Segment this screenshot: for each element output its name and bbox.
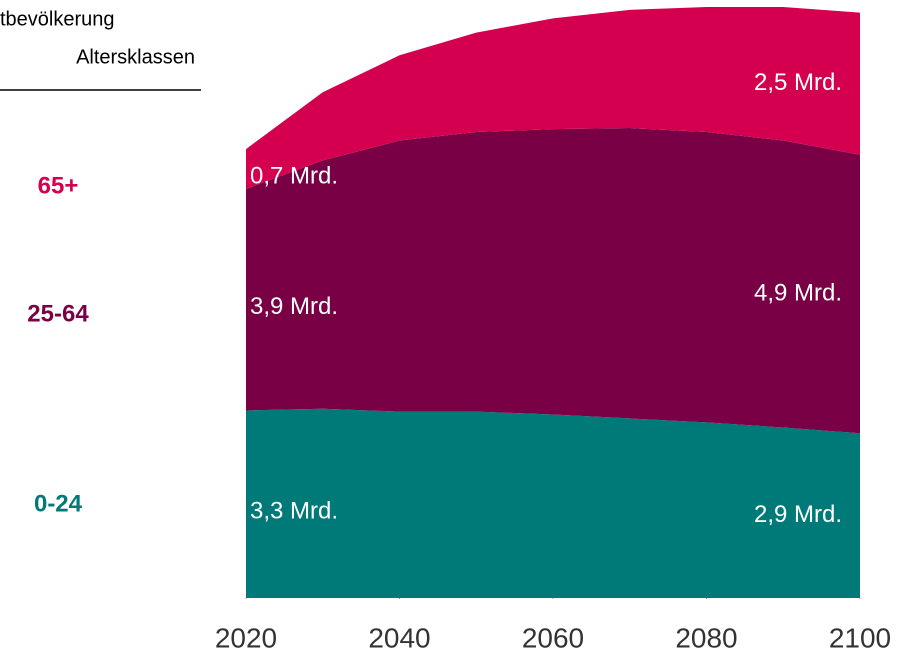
chart-title: tbevölkerung bbox=[0, 8, 115, 30]
area bbox=[246, 7, 860, 189]
value-label: 2,5 Mrd. bbox=[754, 69, 842, 96]
legend-label: 0-24 bbox=[34, 490, 83, 517]
x-tick-label: 2100 bbox=[829, 622, 891, 653]
x-tick-label: 2080 bbox=[675, 622, 737, 653]
x-tick-label: 2060 bbox=[522, 622, 584, 653]
value-label: 4,9 Mrd. bbox=[754, 279, 842, 306]
area bbox=[246, 408, 860, 598]
legend-label: 25-64 bbox=[27, 300, 89, 327]
x-tick-label: 2020 bbox=[215, 622, 277, 653]
value-label: 0,7 Mrd. bbox=[250, 162, 338, 189]
legend-label: 65+ bbox=[38, 172, 79, 199]
area bbox=[246, 128, 860, 434]
value-label: 3,9 Mrd. bbox=[250, 293, 338, 320]
x-tick-label: 2040 bbox=[368, 622, 430, 653]
value-label: 3,3 Mrd. bbox=[250, 498, 338, 525]
chart-subtitle: Altersklassen bbox=[76, 46, 195, 68]
value-label: 2,9 Mrd. bbox=[754, 501, 842, 528]
